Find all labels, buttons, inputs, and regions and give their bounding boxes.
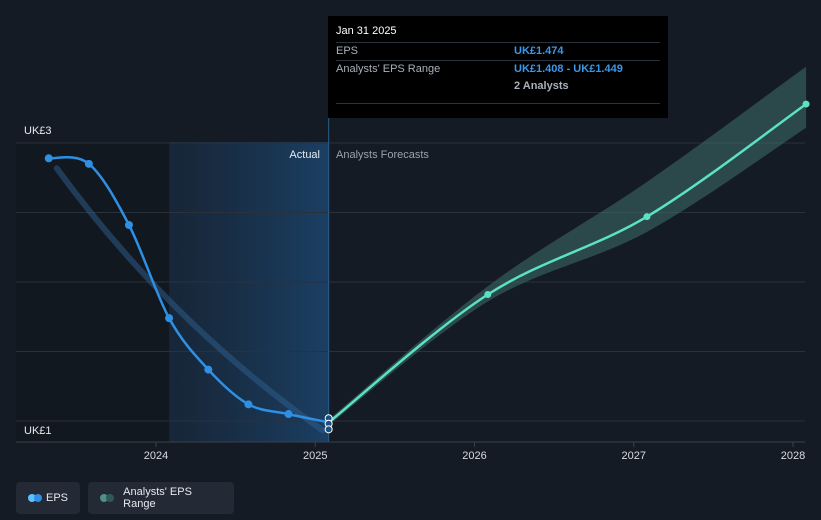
tooltip-analysts: 2 Analysts: [514, 80, 569, 92]
y-label-bottom: UK£1: [24, 425, 52, 437]
actual-region-shade: [169, 142, 329, 442]
forecast-point: [802, 100, 810, 108]
x-tick-label: 2025: [303, 450, 327, 462]
tooltip-analysts-row: 2 Analysts: [336, 78, 660, 95]
eps-point: [44, 154, 53, 163]
eps-legend-icon: [28, 493, 42, 503]
tooltip-range-value: UK£1.408 - UK£1.449: [514, 63, 623, 75]
legend-eps-label: EPS: [45, 492, 68, 504]
analysts-eps-range-band: [328, 66, 807, 426]
eps-point: [124, 221, 133, 230]
tooltip-eps-value: UK£1.474: [514, 45, 564, 57]
actual-label: Actual: [289, 149, 320, 161]
eps-point: [84, 159, 93, 168]
tooltip-eps-row: EPS UK£1.474: [336, 42, 660, 60]
forecast-label: Analysts Forecasts: [336, 149, 429, 161]
x-tick-label: 2028: [781, 450, 805, 462]
legend-eps[interactable]: EPS: [16, 482, 80, 514]
eps-point: [244, 400, 253, 409]
eps-trend-shadow: [53, 165, 326, 434]
legend-analysts-range[interactable]: Analysts' EPS Range: [88, 482, 234, 514]
past-region-shade: [16, 142, 170, 442]
tooltip-eps-label: EPS: [336, 45, 359, 57]
tooltip-date: Jan 31 2025: [336, 25, 397, 37]
eps-point: [165, 314, 174, 323]
y-label-top: UK£3: [24, 125, 52, 137]
eps-point: [284, 410, 293, 419]
legend-range-label: Analysts' EPS Range: [123, 486, 192, 510]
forecast-point: [484, 291, 492, 299]
x-tick-label: 2024: [144, 450, 168, 462]
eps-line: [48, 155, 329, 424]
tooltip-divider: [336, 103, 660, 104]
range-legend-icon: [100, 493, 115, 503]
tooltip-range-label: Analysts' EPS Range: [336, 63, 441, 75]
tooltip-range-row: Analysts' EPS Range UK£1.408 - UK£1.449: [336, 60, 660, 78]
tooltip: Jan 31 2025 EPS UK£1.474 Analysts' EPS R…: [328, 16, 668, 118]
data-points: [44, 100, 810, 434]
x-tick-label: 2026: [462, 450, 486, 462]
x-tick-label: 2027: [622, 450, 646, 462]
eps-point: [204, 365, 213, 374]
current-point: [324, 425, 333, 434]
x-axis-ticks: 2024 2025 2026 2027 2028: [144, 442, 805, 462]
eps-forecast-line: [327, 103, 807, 424]
forecast-point: [643, 213, 651, 221]
